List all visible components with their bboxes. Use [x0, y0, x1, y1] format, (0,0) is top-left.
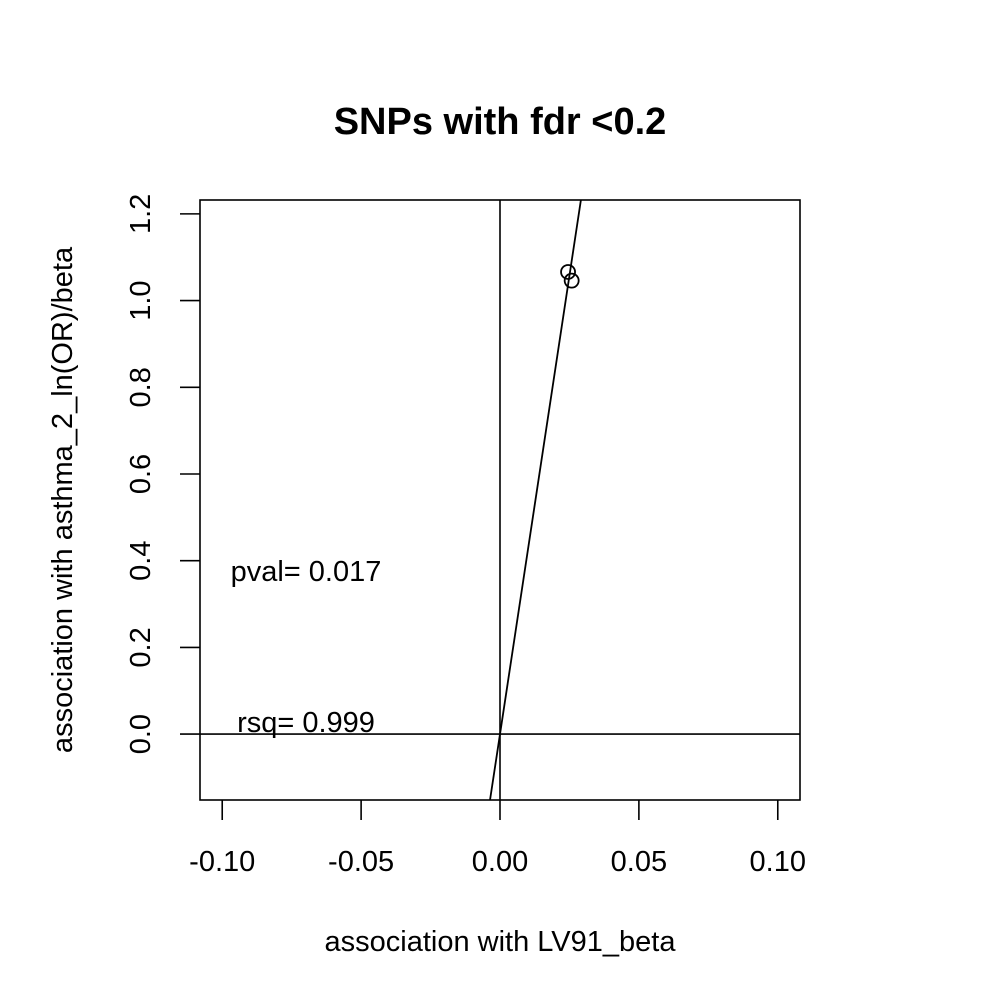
y-tick-label: 0.2 [125, 627, 157, 667]
y-axis-label: association with asthma_2_ln(OR)/beta [47, 246, 79, 753]
pval-annotation: pval= 0.017 [231, 556, 382, 588]
x-tick-label: 0.05 [611, 846, 667, 878]
fit-line-group [489, 199, 582, 801]
chart-title: SNPs with fdr <0.2 [334, 101, 667, 143]
annotations: pval= 0.017 rsq= 0.999 [231, 556, 382, 739]
data-point [560, 264, 576, 280]
x-tick-label: 0.10 [750, 846, 806, 878]
x-axis: -0.10 -0.05 0.00 0.05 0.10 [189, 800, 806, 878]
y-tick-label: 0.0 [125, 714, 157, 754]
y-axis: 0.0 0.2 0.4 0.6 0.8 1.0 1.2 [125, 194, 200, 754]
data-points [560, 264, 580, 289]
x-tick-label: -0.05 [328, 846, 394, 878]
x-axis-label: association with LV91_beta [325, 926, 677, 958]
rsq-annotation: rsq= 0.999 [237, 707, 375, 739]
y-tick-label: 1.2 [125, 194, 157, 234]
y-tick-label: 0.4 [125, 541, 157, 581]
data-point [563, 272, 580, 289]
x-tick-label: 0.00 [472, 846, 528, 878]
y-tick-label: 0.6 [125, 454, 157, 494]
plot-frame [199, 199, 801, 801]
regression-line [489, 199, 582, 801]
y-tick-label: 1.0 [125, 280, 157, 320]
y-tick-label: 0.8 [125, 367, 157, 407]
x-tick-label: -0.10 [189, 846, 255, 878]
